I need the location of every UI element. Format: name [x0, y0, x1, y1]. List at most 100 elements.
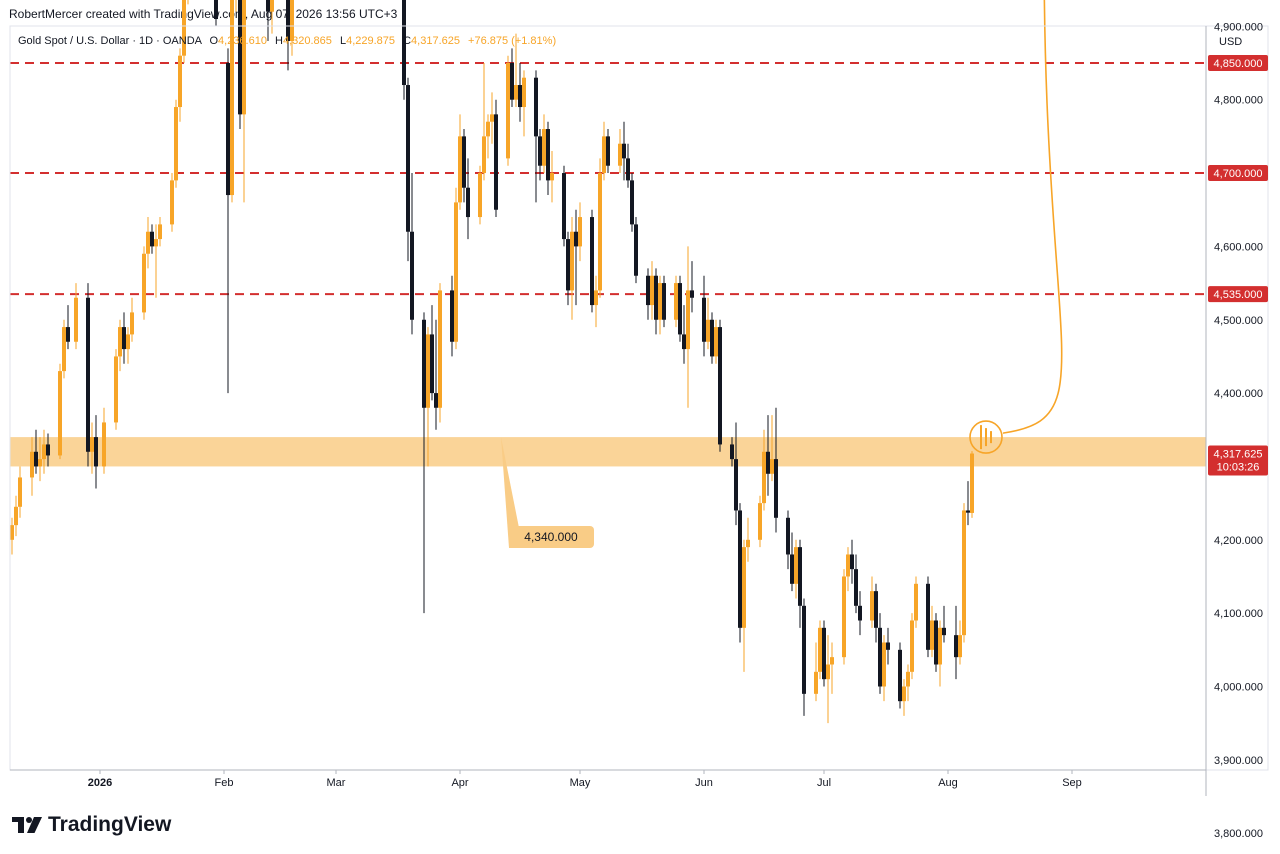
currency-label[interactable]: USD: [1219, 36, 1243, 48]
candle-body: [710, 319, 714, 357]
candle-body: [770, 459, 774, 474]
candle-body: [406, 85, 410, 232]
candle-body: [578, 217, 582, 247]
candle-body: [654, 275, 658, 320]
countdown-text: 10:03:26: [1217, 462, 1260, 474]
candle-body: [658, 283, 662, 320]
candle-body: [482, 136, 486, 174]
candle-body: [130, 312, 134, 335]
candle-body: [66, 327, 70, 342]
candle-body: [786, 517, 790, 555]
candle-body: [238, 0, 242, 115]
symbol-legend: Gold Spot / U.S. Dollar · 1D · OANDA O4,…: [18, 35, 556, 47]
support-zone-band: [10, 437, 1206, 467]
candle-body: [290, 0, 294, 42]
candle-body: [878, 627, 882, 687]
candle-body: [966, 510, 970, 513]
tradingview-logo[interactable]: TradingView: [12, 812, 171, 838]
candle-body: [242, 0, 246, 115]
candle-body: [266, 0, 270, 12]
candle-body: [114, 356, 118, 423]
candle-body: [230, 0, 234, 196]
attribution-text: RobertMercer created with TradingView.co…: [9, 7, 398, 21]
candle-body: [174, 107, 178, 181]
candle-body: [718, 327, 722, 445]
candle-body: [818, 627, 822, 672]
projection: [969, 0, 1063, 454]
candle-body: [562, 173, 566, 240]
symbol-name[interactable]: Gold Spot / U.S. Dollar · 1D · OANDA: [18, 35, 202, 47]
candle-body: [410, 231, 414, 320]
candle-body: [14, 506, 18, 526]
candle-body: [518, 85, 522, 108]
candle-body: [874, 591, 878, 628]
candle-body: [594, 290, 598, 306]
candle-body: [430, 334, 434, 394]
candle-body: [962, 510, 966, 636]
candle-body: [178, 55, 182, 108]
x-tick-label: Sep: [1062, 777, 1082, 789]
candle-body: [30, 451, 34, 478]
candle-body: [434, 393, 438, 408]
candle-body: [402, 0, 406, 86]
candle-body: [86, 297, 90, 452]
candle-body: [142, 253, 146, 313]
candle-body: [730, 444, 734, 460]
y-tick-label: 4,400.000: [1214, 388, 1263, 400]
x-tick-label: Apr: [451, 777, 468, 789]
close-value: 4,317.625: [411, 35, 460, 47]
candle-body: [886, 642, 890, 650]
candle-body: [270, 0, 274, 12]
candle-body: [438, 290, 442, 408]
candle-body: [758, 503, 762, 540]
candle-body: [426, 334, 430, 408]
candle-body: [734, 459, 738, 511]
last-price-text: 4,317.625: [1214, 449, 1263, 461]
candle-body: [154, 239, 158, 247]
candle-body: [490, 114, 494, 122]
candle-body: [650, 275, 654, 306]
candle-body: [598, 173, 602, 291]
zone-label-pointer: [501, 437, 523, 548]
level-price-tag: [1208, 55, 1268, 72]
candle-body: [630, 180, 634, 225]
candle-body: [930, 620, 934, 650]
level-price-tag-text: 4,700.000: [1214, 168, 1263, 180]
candle-body: [706, 319, 710, 342]
candle-body: [462, 136, 466, 188]
time-axis[interactable]: 2026 Feb Mar Apr May Jun Jul Aug Sep: [88, 770, 1082, 789]
candle-body: [570, 231, 574, 291]
y-tick-label: 4,500.000: [1214, 315, 1263, 327]
candle-body: [702, 297, 706, 342]
candle-body: [542, 129, 546, 166]
candle-body: [538, 136, 542, 166]
change-value: +76.875 (+1.81%): [468, 35, 557, 47]
zone-label-box: [509, 526, 594, 548]
candle-body: [938, 627, 942, 665]
candle-body: [870, 591, 874, 621]
level-price-tag-text: 4,535.000: [1214, 289, 1263, 301]
candle-body: [522, 77, 526, 108]
price-axis[interactable]: 5,700.0005,600.0005,500.0005,400.0005,30…: [1214, 0, 1263, 840]
candle-body: [742, 547, 746, 628]
candle-body: [850, 554, 854, 570]
projection-circle: [969, 420, 1003, 454]
y-tick-label: 3,900.000: [1214, 755, 1263, 767]
candle-body: [898, 649, 902, 702]
candle-body: [94, 437, 98, 467]
y-tick-label: 4,600.000: [1214, 241, 1263, 253]
candle-body: [634, 224, 638, 276]
candle-body: [458, 136, 462, 203]
candle-body: [738, 510, 742, 628]
candle-body: [970, 453, 974, 513]
level-price-tag: [1208, 165, 1268, 182]
candle-body: [686, 290, 690, 350]
candle-body: [122, 327, 126, 350]
candle-body: [214, 0, 218, 20]
candle-body: [510, 63, 514, 100]
candle-body: [914, 583, 918, 621]
resistance-levels: [10, 62, 1206, 296]
projection-arrow-path: [1002, 0, 1063, 434]
candle-body: [62, 327, 66, 372]
